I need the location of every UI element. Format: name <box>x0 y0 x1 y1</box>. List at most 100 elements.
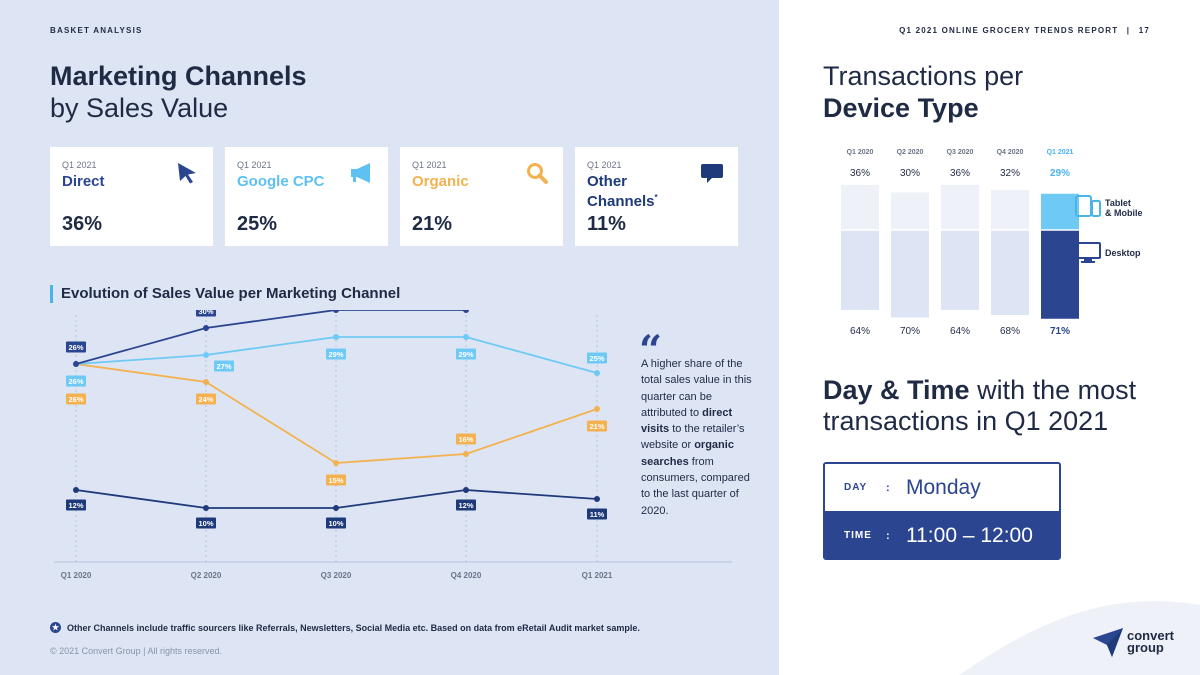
data-label-bg <box>66 341 86 353</box>
data-label-google: 29% <box>326 348 346 360</box>
line-chart: Q1 2020 Q2 2020 Q3 2020 Q4 2020 Q1 2021 26% 30… <box>54 310 732 580</box>
device-bar-chart: Q1 2020 Q2 2020 Q3 2020 Q4 2020 Q1 2021 36% 64… <box>829 149 1091 337</box>
bar-tablet-mobile <box>891 192 929 230</box>
data-point-organic <box>463 451 469 457</box>
x-tick-label: Q1 2020 <box>61 571 92 580</box>
desktop-icon <box>1075 242 1101 263</box>
paper-plane-icon <box>1093 628 1123 657</box>
bar-category-label: Q2 2020 <box>897 149 924 156</box>
day-row: DAY : Monday <box>825 464 1059 511</box>
data-label-direct: 30% <box>196 310 216 317</box>
data-label-text: 15% <box>328 476 343 485</box>
star-icon: ★ <box>50 622 61 633</box>
line-chart-heading: Evolution of Sales Value per Marketing C… <box>50 285 400 303</box>
data-label-organic: 26% <box>66 393 86 405</box>
colon: : <box>886 529 890 542</box>
bar-desktop <box>991 230 1029 315</box>
bar-tablet-mobile <box>941 185 979 230</box>
data-label-text: 26% <box>68 395 83 404</box>
data-label-text: 16% <box>458 435 473 444</box>
data-label-text: 29% <box>328 350 343 359</box>
bar-category-label: Q1 2020 <box>847 149 874 156</box>
bar-value-label-tablet-mobile: 32% <box>1000 168 1020 179</box>
data-point-other <box>594 496 600 502</box>
legend-tablet-mobile: Tablet & Mobile <box>1105 198 1143 218</box>
quote-emphasis: direct visits <box>641 406 733 436</box>
bar-desktop <box>841 230 879 310</box>
data-label-bg <box>196 517 216 529</box>
data-point-organic <box>333 460 339 466</box>
data-label-bg <box>456 348 476 360</box>
bar-value-label-desktop: 68% <box>1000 326 1020 337</box>
card-channel-name-line1: Other <box>587 173 628 190</box>
data-point-direct <box>203 325 209 331</box>
x-tick-label: Q2 2020 <box>191 571 222 580</box>
data-label-text: 12% <box>458 501 473 510</box>
bar-value-label-desktop: 70% <box>900 326 920 337</box>
x-tick-label: Q3 2020 <box>321 571 352 580</box>
card-channel-name: Organic <box>412 173 469 190</box>
quote-part: from consumers, compared to the last qua… <box>641 455 750 517</box>
cursor-icon <box>178 163 196 184</box>
kpi-card-other-channels: Q1 2021 Other Channels* 11% <box>575 147 738 246</box>
data-label-bg <box>196 393 216 405</box>
data-label-google: 29% <box>456 348 476 360</box>
bar-tablet-mobile <box>1041 193 1079 230</box>
quote-part: to the retailer’s website or <box>641 423 745 452</box>
logo-line2: group <box>1127 640 1164 655</box>
data-label-other: 10% <box>326 517 346 529</box>
footnote-text: Other Channels include traffic sourcers … <box>67 622 640 633</box>
data-label-text: 10% <box>328 519 343 528</box>
data-point-direct <box>333 310 339 313</box>
kpi-card-organic: Q1 2021 Organic 21% <box>400 147 563 246</box>
bar-value-label-tablet-mobile: 29% <box>1050 168 1070 179</box>
time-row: TIME : 11:00 – 12:00 <box>825 511 1059 558</box>
data-label-bg <box>456 499 476 511</box>
data-point-google <box>203 352 209 358</box>
data-point-organic <box>594 406 600 412</box>
bar-value-label-desktop: 71% <box>1050 326 1070 337</box>
data-label-organic: 16% <box>456 433 476 445</box>
day-label: DAY <box>844 482 868 493</box>
quote-mark-icon: “ <box>639 327 663 374</box>
card-value: 21% <box>412 213 453 235</box>
data-label-bg <box>587 352 607 364</box>
bar-desktop <box>891 230 929 318</box>
report-name: Q1 2021 ONLINE GROCERY TRENDS REPORT <box>899 26 1119 35</box>
right-panel: Q1 2021 ONLINE GROCERY TRENDS REPORT | 1… <box>779 0 1200 675</box>
data-point-google <box>463 334 469 340</box>
page-title-line1: Marketing Channels <box>50 61 307 91</box>
bar-value-label-tablet-mobile: 36% <box>950 168 970 179</box>
daytime-title-bold: Day & Time <box>823 375 970 405</box>
data-label-bg <box>456 433 476 445</box>
page-number: 17 <box>1138 26 1150 35</box>
bar-value-label-tablet-mobile: 36% <box>850 168 870 179</box>
card-channel-name-line2: Channels <box>587 193 655 210</box>
report-kicker: Q1 2021 ONLINE GROCERY TRENDS REPORT | 1… <box>899 26 1150 35</box>
bar-desktop <box>1041 230 1079 319</box>
device-title-line1: Transactions per <box>823 61 1024 91</box>
data-label-bg <box>66 499 86 511</box>
left-panel: BASKET ANALYSIS Marketing Channels by Sa… <box>0 0 779 675</box>
data-label-text: 29% <box>458 350 473 359</box>
data-label-organic: 15% <box>326 474 346 486</box>
tablet-mobile-icon <box>1075 195 1101 217</box>
data-label-bg <box>587 420 607 432</box>
separator: | <box>1126 26 1131 35</box>
bar-desktop <box>941 230 979 310</box>
data-point-direct <box>463 310 469 313</box>
x-tick-label: Q4 2020 <box>451 571 482 580</box>
section-kicker: BASKET ANALYSIS <box>50 26 143 35</box>
card-quarter: Q1 2021 <box>412 160 447 170</box>
card-value: 25% <box>237 213 278 235</box>
magnifier-icon <box>527 163 548 184</box>
daytime-title-rest: transactions in Q1 2021 <box>823 406 1109 436</box>
kpi-card-google-cpc: Q1 2021 Google CPC 25% <box>225 147 388 246</box>
data-label-other: 11% <box>587 508 607 520</box>
data-label-direct: 26% <box>66 341 86 353</box>
card-quarter: Q1 2021 <box>237 160 272 170</box>
x-tick-label: Q1 2021 <box>582 571 613 580</box>
data-label-bg <box>196 310 216 317</box>
data-label-text: 10% <box>198 519 213 528</box>
bar-category-label: Q1 2021 <box>1047 149 1074 156</box>
